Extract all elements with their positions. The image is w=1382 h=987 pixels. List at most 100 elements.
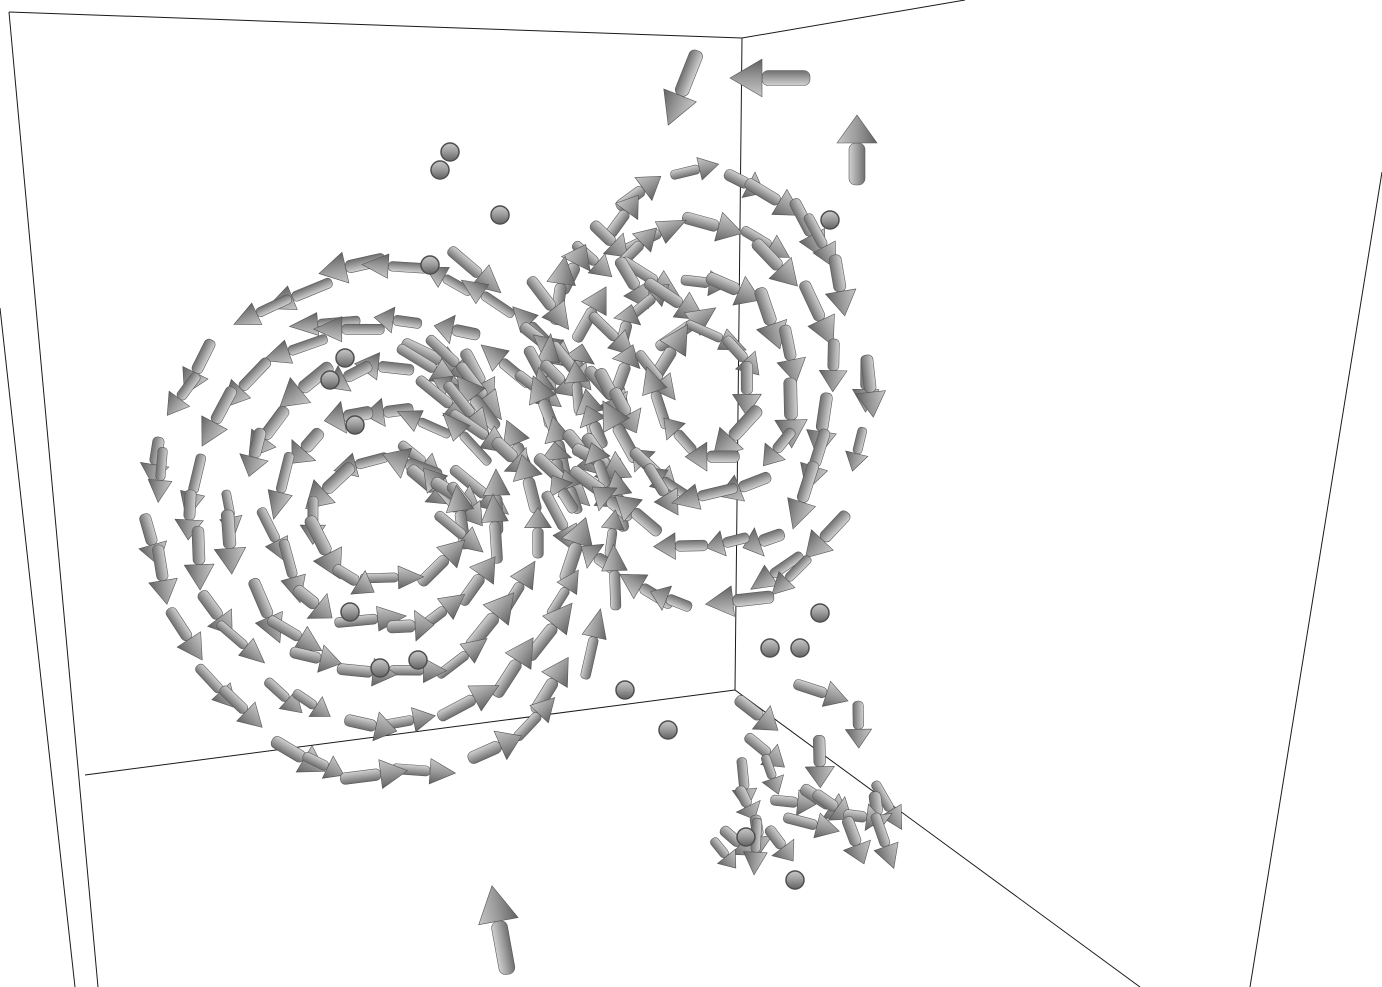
arrow-glyph [442, 412, 492, 466]
arrow-glyph [742, 817, 768, 876]
arrow-glyph [750, 551, 804, 590]
arrow-glyph [361, 253, 428, 279]
arrow-glyph [458, 556, 496, 606]
arrow-glyph [344, 711, 398, 742]
arrow-glyph [266, 615, 323, 652]
arrow-glyph [764, 825, 795, 862]
arrow-glyph [478, 885, 519, 975]
arrow-glyph [549, 475, 579, 514]
arrow-glyph [787, 460, 820, 530]
arrow-glyph [386, 609, 435, 642]
arrow-glyph-end-on [345, 415, 365, 435]
arrow-glyph [653, 532, 708, 560]
arrow-glyph [804, 734, 835, 789]
arrow-glyph [663, 49, 703, 126]
arrow-glyph [770, 789, 817, 816]
arrow-glyph [729, 58, 811, 98]
arrow-glyph [139, 436, 170, 484]
arrow-glyph [396, 410, 452, 439]
arrow-glyph-end-on [810, 603, 830, 623]
arrow-glyph [671, 483, 738, 510]
arrow-glyph [783, 812, 840, 839]
arrow-glyph [332, 564, 375, 595]
arrow-glyph [762, 427, 796, 467]
arrow-glyph [614, 494, 663, 537]
arrow-glyph [467, 730, 523, 764]
arrow-glyph [649, 585, 693, 612]
arrow-glyph-end-on [430, 160, 450, 180]
box-edge [734, 689, 1141, 987]
arrow-glyph [710, 837, 737, 869]
arrow-glyph [705, 530, 750, 557]
arrow-glyph [836, 114, 878, 186]
arrow-glyph [704, 585, 775, 617]
arrow-glyph [433, 314, 481, 345]
arrow-glyph [417, 539, 466, 587]
arrow-glyph-end-on [490, 205, 510, 225]
arrow-glyph-layer [138, 49, 903, 975]
arrow-glyph [219, 685, 263, 728]
arrow-glyph [512, 454, 543, 514]
arrow-glyph [491, 637, 534, 698]
arrow-glyph [731, 360, 762, 417]
box-edge [1249, 171, 1382, 987]
box-edge [8, 11, 743, 39]
box-edge [0, 307, 76, 987]
arrow-glyph [580, 608, 607, 680]
arrow-glyph [842, 816, 871, 865]
arrow-glyph-end-on [736, 827, 756, 847]
box-edge [734, 37, 743, 691]
arrow-glyph [684, 441, 740, 472]
arrow-glyph [373, 306, 423, 334]
arrow-glyph [589, 220, 628, 258]
arrow-glyph-end-on [790, 638, 810, 658]
arrow-glyph-end-on [615, 680, 635, 700]
arrow-glyph [292, 689, 331, 717]
arrow-glyph [804, 510, 851, 559]
arrow-glyph [663, 417, 697, 454]
arrow-glyph [165, 607, 203, 661]
arrow-glyph-end-on [335, 348, 355, 368]
arrow-glyph [609, 387, 642, 434]
arrow-glyph [526, 276, 570, 330]
arrow-glyph [705, 272, 762, 306]
arrow-glyph-end-on [760, 638, 780, 658]
box-edge [8, 11, 99, 987]
arrow-glyph [312, 316, 385, 343]
arrow-glyph [771, 555, 812, 596]
arrow-glyph-end-on [340, 602, 360, 622]
arrow-glyph [265, 277, 333, 310]
arrow-glyph [513, 697, 556, 742]
arrow-glyph [776, 324, 806, 384]
arrow-glyph [292, 585, 333, 619]
arrow-glyph [291, 427, 324, 464]
arrow-glyph [871, 780, 903, 830]
arrow-glyph [267, 451, 295, 520]
arrow-glyph [201, 386, 237, 447]
arrow-glyph [262, 334, 328, 364]
arrow-glyph [584, 442, 611, 488]
arrow-glyph-end-on [408, 650, 428, 670]
arrow-glyph [735, 785, 761, 820]
arrow-glyph [166, 372, 201, 416]
arrow-glyph [870, 812, 899, 869]
arrow-glyph [148, 544, 178, 605]
arrow-glyph [524, 506, 552, 559]
arrow-glyph [734, 695, 779, 731]
arrow-glyph [216, 620, 266, 664]
arrow-glyph [799, 280, 835, 347]
arrow-glyph-end-on [658, 720, 678, 740]
arrow-glyph-end-on [420, 255, 440, 275]
arrow-glyph [845, 426, 869, 472]
arrow-glyph [289, 644, 342, 673]
arrow-glyph [270, 736, 326, 773]
arrow-glyph [670, 157, 720, 181]
arrow-glyph-end-on [440, 142, 460, 162]
arrow-glyph [611, 344, 641, 393]
box-edge [741, 0, 966, 39]
arrow-glyph-end-on [320, 370, 340, 390]
arrow-glyph [437, 685, 500, 722]
arrow-glyph [480, 493, 509, 564]
arrow-glyph [174, 489, 204, 541]
